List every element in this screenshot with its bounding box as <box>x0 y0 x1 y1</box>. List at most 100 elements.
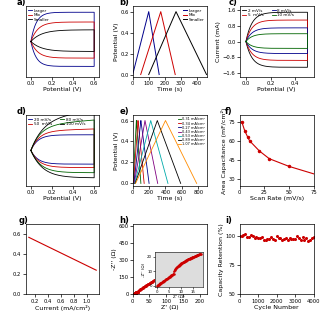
8 mV/s <box>306 26 309 30</box>
X-axis label: Current (mA/cm²): Current (mA/cm²) <box>35 305 90 311</box>
80 mV/s <box>79 119 83 123</box>
Mix <box>64 56 68 60</box>
5  mV/s <box>278 59 282 62</box>
50  mV/s <box>76 165 79 169</box>
Legend: 2 mV/s, 5  mV/s, 8 mV/s, 10 mV/s: 2 mV/s, 5 mV/s, 8 mV/s, 10 mV/s <box>242 9 294 18</box>
80 mV/s <box>63 170 67 174</box>
Line: 10 mV/s: 10 mV/s <box>246 34 308 48</box>
80 mV/s <box>92 118 96 122</box>
Smaller <box>29 40 33 44</box>
Smaller <box>92 28 96 32</box>
X-axis label: Potential (V): Potential (V) <box>43 87 82 92</box>
100 mV/s <box>70 112 74 116</box>
2 mV/s <box>306 10 309 14</box>
Larger <box>29 40 33 44</box>
100 mV/s <box>79 110 83 114</box>
Y-axis label: Capacity Retention (%): Capacity Retention (%) <box>219 223 224 296</box>
50  mV/s <box>44 132 48 135</box>
Larger <box>64 64 68 68</box>
80 mV/s <box>92 171 96 175</box>
Mix <box>44 22 48 26</box>
Smaller <box>29 40 33 44</box>
Mix <box>92 20 96 24</box>
100 mV/s <box>64 174 68 178</box>
5  mV/s <box>306 59 309 62</box>
10 mV/s <box>306 46 309 50</box>
10 mV/s <box>289 46 293 50</box>
Line: 20 mV/s: 20 mV/s <box>31 135 94 164</box>
Mix <box>79 20 83 24</box>
8 mV/s <box>244 40 248 44</box>
Mix <box>63 56 67 60</box>
20 mV/s <box>29 148 33 152</box>
100 mV/s <box>29 148 33 152</box>
2 mV/s <box>278 65 282 69</box>
8 mV/s <box>244 40 248 44</box>
100 mV/s <box>29 148 33 152</box>
50  mV/s <box>64 165 68 169</box>
20 mV/s <box>92 133 96 137</box>
5  mV/s <box>244 40 248 44</box>
Smaller <box>44 31 48 35</box>
2 mV/s <box>284 10 288 14</box>
100 mV/s <box>92 176 96 180</box>
X-axis label: Potential (V): Potential (V) <box>257 87 296 92</box>
10 mV/s <box>277 46 281 50</box>
Larger <box>76 64 79 68</box>
Smaller <box>92 50 96 53</box>
X-axis label: Z' (Ω): Z' (Ω) <box>161 305 179 310</box>
20 mV/s <box>70 133 74 137</box>
10 mV/s <box>293 32 297 36</box>
X-axis label: Scan Rate (mV/s): Scan Rate (mV/s) <box>250 196 304 201</box>
Mix <box>29 40 33 44</box>
5  mV/s <box>306 18 309 22</box>
Smaller <box>63 49 67 53</box>
Smaller <box>76 49 79 53</box>
Larger <box>92 64 96 68</box>
Text: g): g) <box>18 216 28 225</box>
Text: a): a) <box>17 0 26 7</box>
10 mV/s <box>244 40 248 44</box>
Legend: Larger, Mix, Smaller: Larger, Mix, Smaller <box>28 9 50 22</box>
100 mV/s <box>63 174 67 178</box>
Text: h): h) <box>119 216 129 225</box>
80 mV/s <box>29 148 33 152</box>
50  mV/s <box>92 127 96 131</box>
5  mV/s <box>293 18 297 22</box>
Larger <box>63 64 67 68</box>
Line: Mix: Mix <box>31 22 94 58</box>
Line: 50  mV/s: 50 mV/s <box>31 129 94 168</box>
2 mV/s <box>244 40 248 44</box>
100 mV/s <box>44 124 48 128</box>
50  mV/s <box>79 127 83 131</box>
Smaller <box>79 28 83 32</box>
10 mV/s <box>259 33 263 36</box>
Text: i): i) <box>225 216 232 225</box>
Larger <box>44 12 48 16</box>
50  mV/s <box>29 148 33 152</box>
Text: d): d) <box>17 107 27 116</box>
80 mV/s <box>70 120 74 124</box>
Mix <box>29 40 33 44</box>
8 mV/s <box>306 52 309 55</box>
Legend: Larger, Mix, Smaller: Larger, Mix, Smaller <box>182 9 204 22</box>
Mix <box>92 56 96 60</box>
2 mV/s <box>289 65 293 69</box>
Line: Smaller: Smaller <box>31 30 94 52</box>
5  mV/s <box>244 40 248 44</box>
80 mV/s <box>44 127 48 131</box>
Mix <box>76 56 79 60</box>
Line: Larger: Larger <box>31 12 94 66</box>
10 mV/s <box>284 32 288 36</box>
Legend: 20 mV/s, 50  mV/s, 80 mV/s, 100 mV/s: 20 mV/s, 50 mV/s, 80 mV/s, 100 mV/s <box>28 117 85 127</box>
80 mV/s <box>76 171 79 174</box>
Y-axis label: Potential (V): Potential (V) <box>114 131 119 170</box>
2 mV/s <box>277 65 281 69</box>
50  mV/s <box>70 128 74 132</box>
2 mV/s <box>306 65 309 69</box>
8 mV/s <box>293 26 297 30</box>
Text: b): b) <box>119 0 129 7</box>
Text: e): e) <box>119 107 129 116</box>
Larger <box>79 10 83 14</box>
Y-axis label: Current (mA): Current (mA) <box>216 21 221 62</box>
